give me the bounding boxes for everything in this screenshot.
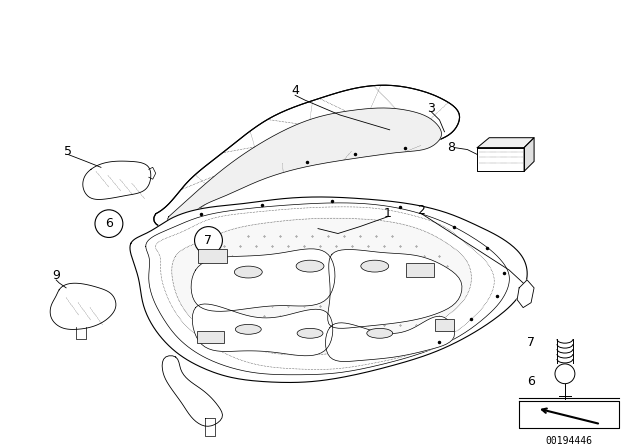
Polygon shape [168, 108, 442, 227]
Bar [435, 319, 454, 332]
Ellipse shape [367, 328, 393, 338]
Circle shape [195, 227, 223, 254]
Text: 6: 6 [105, 217, 113, 230]
Text: 1: 1 [384, 207, 392, 220]
Polygon shape [524, 138, 534, 171]
Ellipse shape [296, 260, 324, 272]
Text: 9: 9 [52, 270, 60, 283]
Polygon shape [192, 304, 333, 356]
Polygon shape [83, 161, 151, 199]
Ellipse shape [361, 260, 388, 272]
Text: 4: 4 [291, 84, 299, 97]
Polygon shape [130, 197, 527, 383]
Text: 6: 6 [527, 375, 535, 388]
Text: 8: 8 [447, 141, 456, 154]
Polygon shape [328, 250, 462, 328]
Ellipse shape [297, 328, 323, 338]
Text: 5: 5 [64, 145, 72, 158]
Text: 00194446: 00194446 [545, 436, 593, 446]
Polygon shape [477, 147, 524, 171]
Polygon shape [326, 316, 454, 362]
Bar [198, 250, 227, 263]
Text: 3: 3 [428, 102, 435, 115]
Polygon shape [517, 280, 534, 308]
Ellipse shape [236, 324, 261, 334]
Polygon shape [146, 203, 509, 375]
Text: 7: 7 [205, 234, 212, 247]
Ellipse shape [234, 266, 262, 278]
Polygon shape [191, 249, 335, 311]
Polygon shape [477, 138, 534, 147]
Polygon shape [154, 85, 460, 227]
Circle shape [95, 210, 123, 237]
Text: 2: 2 [418, 204, 426, 217]
Polygon shape [205, 418, 216, 436]
Circle shape [555, 364, 575, 383]
Polygon shape [50, 283, 116, 329]
Bar [196, 332, 225, 343]
Polygon shape [172, 218, 472, 355]
Bar [406, 263, 433, 277]
Polygon shape [162, 356, 223, 426]
Text: 7: 7 [527, 336, 535, 349]
